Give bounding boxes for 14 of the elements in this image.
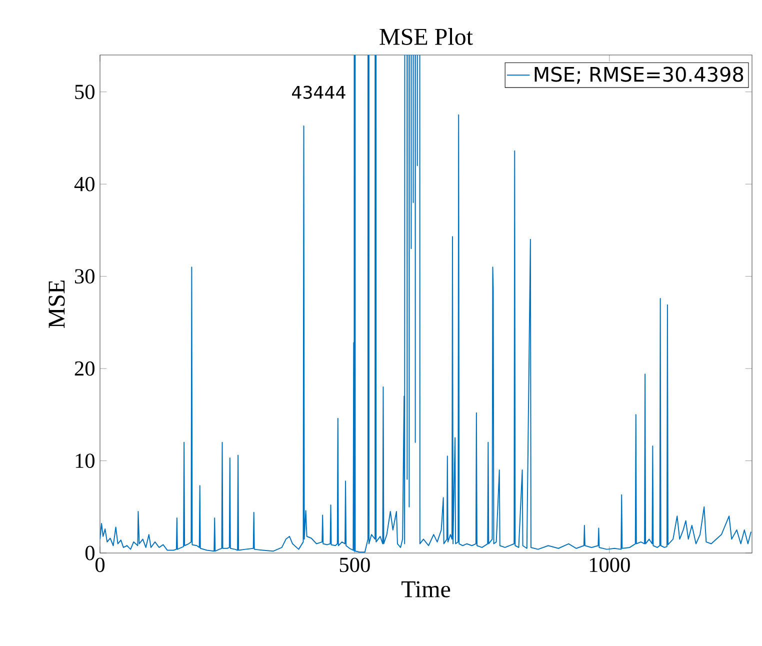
x-tick-label: 1000 [590, 558, 630, 572]
y-tick-label: 50 [75, 84, 94, 100]
x-tick-label: 500 [340, 558, 370, 572]
y-tick-label: 0 [85, 546, 94, 560]
x-tick-label: 0 [95, 558, 105, 572]
x-axis-title: Time [402, 581, 450, 598]
y-tick-label: 20 [74, 361, 94, 376]
legend-label: MSE; RMSE=30.4398 [534, 66, 744, 84]
y-axis-title: MSE [48, 280, 65, 328]
y-tick-label: 40 [74, 176, 94, 192]
annotation: 43444 [292, 86, 346, 99]
y-tick-label: 30 [74, 269, 94, 284]
y-tick-label: 10 [76, 454, 94, 468]
chart-title: MSE Plot [380, 28, 473, 45]
